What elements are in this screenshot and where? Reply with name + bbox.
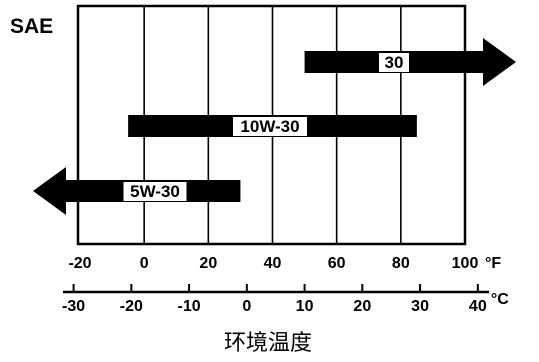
celsius-axis: -30 -20 -10 0 10 20 30 40 °C — [62, 284, 509, 315]
celsius-tick-label: -20 — [120, 298, 143, 315]
fahrenheit-tick-label: 100 — [452, 255, 479, 272]
fahrenheit-tick-label: 80 — [392, 255, 410, 272]
fahrenheit-tick-label: 20 — [199, 255, 217, 272]
celsius-tick-label: 20 — [353, 298, 371, 315]
grade-label: 30 — [385, 53, 404, 72]
grade-label-box — [379, 53, 409, 72]
celsius-tick-label: 10 — [296, 298, 314, 315]
grade-label-box — [123, 182, 187, 201]
grade-bar — [304, 38, 516, 86]
sae-label: SAE — [10, 15, 53, 38]
plot-frame — [76, 4, 467, 246]
celsius-unit: °C — [491, 291, 509, 308]
celsius-tick-label: 0 — [242, 298, 251, 315]
grade-label-box — [233, 117, 307, 136]
fahrenheit-axis: -20 0 20 40 60 80 100 °F — [68, 255, 501, 272]
grade-bands: 30 10W-30 5W-30 — [33, 38, 516, 215]
fahrenheit-tick-label: 0 — [140, 255, 149, 272]
celsius-tick-label: 40 — [469, 298, 487, 315]
fahrenheit-tick-label: -20 — [68, 255, 91, 272]
celsius-tick-label: -10 — [178, 298, 201, 315]
fahrenheit-tick-label: 60 — [328, 255, 346, 272]
grade-label: 10W-30 — [240, 117, 299, 136]
axis-title: 环境温度 — [224, 331, 312, 356]
fahrenheit-unit: °F — [485, 255, 501, 272]
celsius-tick-label: 30 — [411, 298, 429, 315]
grade-label: 5W-30 — [130, 182, 180, 201]
fahrenheit-tick-label: 40 — [264, 255, 282, 272]
celsius-tick-label: -30 — [62, 298, 85, 315]
